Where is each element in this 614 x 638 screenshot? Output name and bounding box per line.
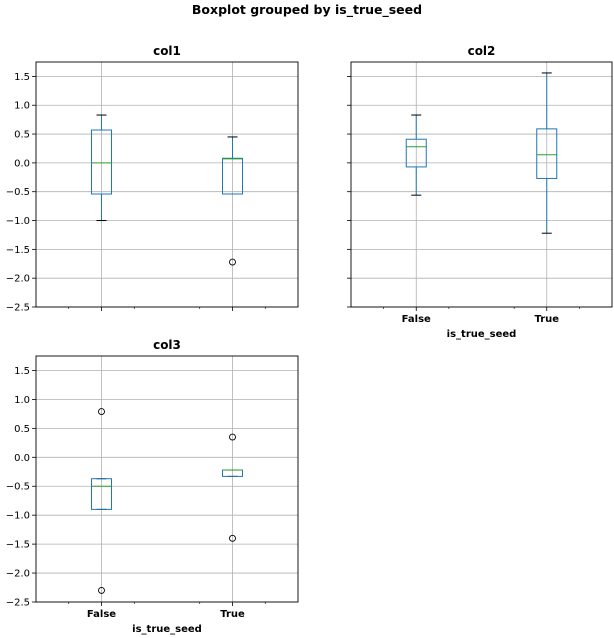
x-axis-label: is_true_seed	[132, 624, 202, 635]
x-tick-label: True	[220, 609, 245, 620]
y-tick-label: −1.0	[6, 511, 30, 522]
x-axis-label: is_true_seed	[447, 329, 517, 340]
y-tick-label: −2.0	[6, 274, 30, 285]
iqr-box	[91, 129, 112, 195]
box-True	[222, 136, 243, 266]
y-tick-label: −2.0	[6, 569, 30, 580]
axes-frame	[350, 61, 613, 308]
subplot-col1: −2.5 −2.0 −1.5 −1.0 −0.5 0.0 0.5 1.0 1.5 col1	[6, 44, 299, 314]
box-False	[91, 114, 112, 222]
x-tick-label: False	[402, 314, 431, 325]
axes-frame	[35, 61, 299, 308]
y-tick-label: 0.5	[14, 424, 30, 435]
outlier-point	[229, 433, 236, 441]
outlier-point	[229, 258, 236, 266]
y-tick-label: 1.0	[14, 101, 30, 112]
y-tick-label: 1.0	[14, 395, 30, 406]
y-tick-label: −2.5	[6, 598, 30, 609]
x-tick-label: False	[87, 609, 116, 620]
y-tick-label: 0.5	[14, 130, 30, 141]
y-tick-label: −0.5	[6, 482, 30, 493]
figure-suptitle: Boxplot grouped by is_true_seed	[191, 2, 423, 17]
box-True	[222, 433, 243, 542]
y-tick-label: −1.0	[6, 216, 30, 227]
outlier-point	[229, 534, 236, 542]
outlier-point	[98, 408, 105, 416]
y-tick-label: 1.5	[14, 366, 30, 377]
subplot-title: col2	[468, 44, 496, 58]
iqr-box	[222, 157, 243, 195]
y-tick-label: 0.0	[14, 158, 30, 169]
box-False	[91, 408, 112, 594]
subplot-title: col1	[153, 44, 181, 58]
box-False	[405, 114, 427, 196]
y-tick-label: 1.5	[14, 72, 30, 83]
box-True	[536, 72, 558, 234]
subplot-col2: False True col2 is_true_seed	[347, 44, 613, 340]
axes-frame	[35, 355, 299, 603]
y-tick-label: −2.5	[6, 303, 30, 314]
iqr-box	[405, 138, 427, 168]
iqr-box	[536, 128, 558, 179]
x-tick-label: True	[534, 314, 559, 325]
y-tick-label: 0.0	[14, 453, 30, 464]
subplot-title: col3	[153, 338, 181, 352]
y-tick-label: −0.5	[6, 187, 30, 198]
y-tick-label: −1.5	[6, 540, 30, 551]
y-tick-label: −1.5	[6, 245, 30, 256]
outlier-point	[98, 586, 105, 594]
subplot-col3: −2.5 −2.0 −1.5 −1.0 −0.5 0.0 0.5 1.0 1.5 False Tru…	[6, 338, 299, 635]
iqr-box	[91, 478, 112, 510]
